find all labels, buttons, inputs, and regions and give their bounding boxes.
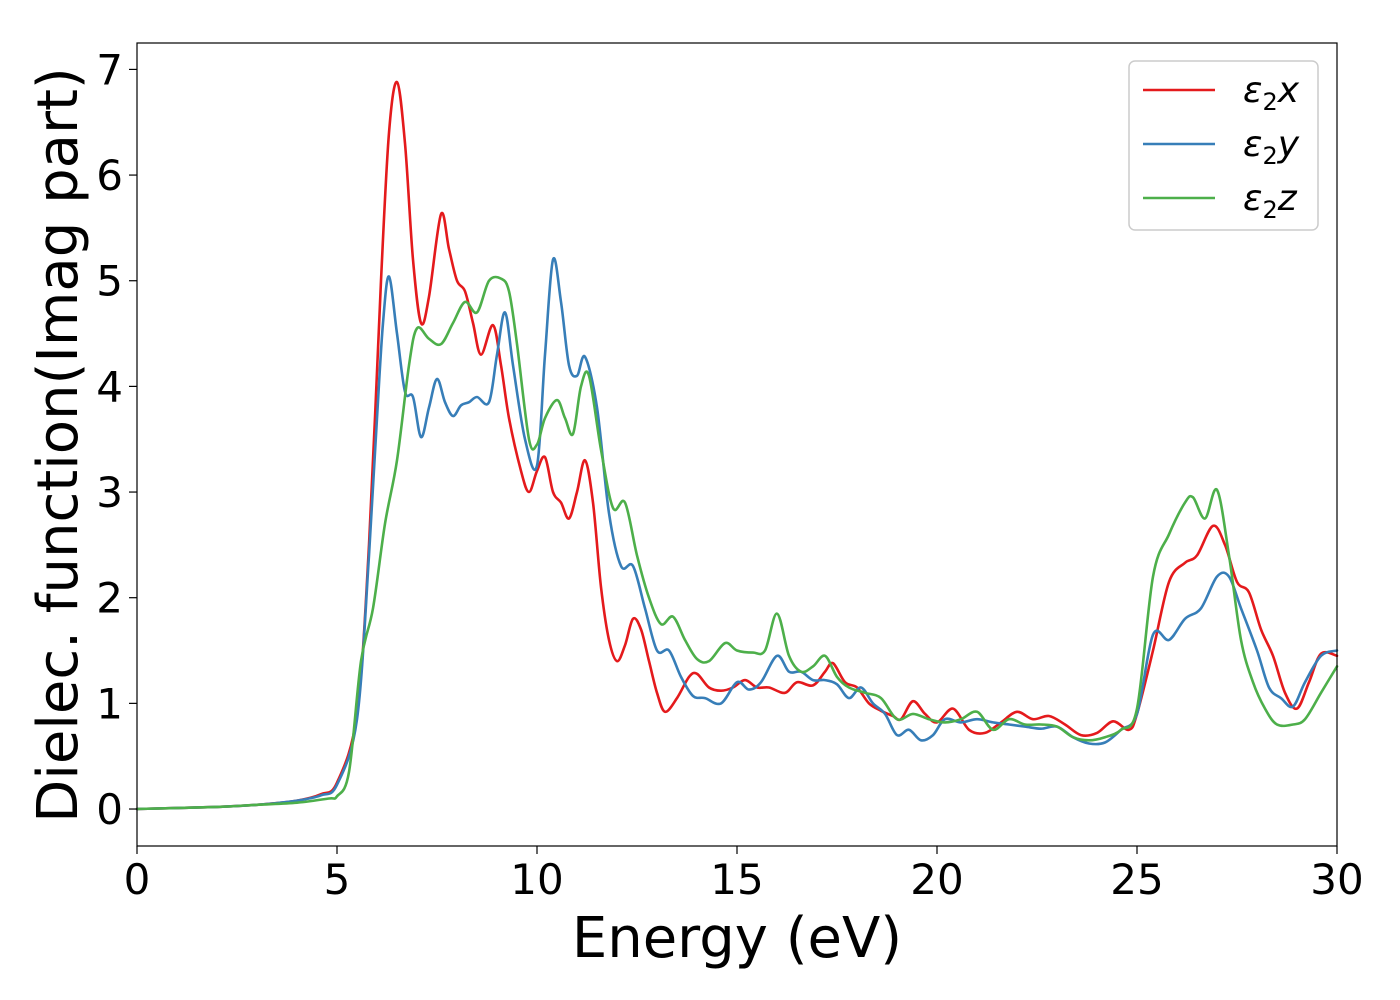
series-line-x [135, 80, 1339, 811]
legend-label-x: ε2x [1243, 70, 1300, 116]
x-axis-title: Energy (eV) [572, 906, 902, 971]
x-tick-label: 25 [1110, 855, 1163, 904]
legend-label-z: ε2z [1243, 178, 1298, 224]
y-axis-title: Dielec. function(Imag part) [26, 67, 91, 823]
series-layer [135, 80, 1339, 811]
y-tick-label: 2 [96, 574, 123, 623]
series-line-z [135, 275, 1339, 811]
y-tick-label: 4 [96, 362, 123, 411]
x-tick-label: 20 [910, 855, 963, 904]
y-tick-label: 6 [96, 151, 123, 200]
legend-box [1128, 60, 1319, 231]
x-axis: 0 5 10 15 20 25 30 [124, 846, 1364, 904]
x-tick-label: 15 [710, 855, 763, 904]
y-tick-label: 5 [96, 257, 123, 306]
x-tick-label: 30 [1310, 855, 1363, 904]
legend-label-y: ε2y [1243, 124, 1300, 170]
y-axis: 0 1 2 3 4 5 6 7 [96, 45, 137, 834]
y-tick-label: 7 [96, 45, 123, 94]
legend: ε2x ε2y ε2z [1128, 60, 1319, 231]
x-tick-label: 5 [324, 855, 351, 904]
y-tick-label: 3 [96, 468, 123, 517]
x-tick-label: 0 [124, 855, 151, 904]
y-tick-label: 1 [96, 679, 123, 728]
y-tick-label: 0 [96, 785, 123, 834]
x-tick-label: 10 [510, 855, 563, 904]
